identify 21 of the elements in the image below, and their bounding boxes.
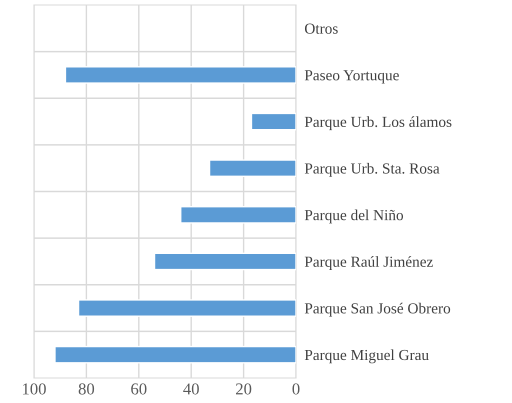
y-tick-label: Parque Raúl Jiménez	[304, 256, 433, 270]
y-tick-label: Paseo Yortuque	[304, 70, 399, 84]
bar	[208, 159, 296, 178]
x-tick-label: 40	[183, 383, 199, 395]
y-tick-label: Parque San José Obrero	[304, 302, 450, 317]
y-tick-label: Parque del Niño	[304, 210, 404, 224]
bar	[54, 346, 296, 364]
y-tick-label: Parque Urb. Los álamos	[304, 116, 452, 130]
bar	[154, 252, 296, 270]
y-tick-label: Otros	[304, 23, 338, 34]
x-tick-label: 100	[22, 383, 46, 395]
x-tick-label: 60	[131, 383, 146, 395]
x-tick-label: 80	[78, 383, 94, 395]
bar	[250, 112, 296, 130]
bar	[180, 206, 296, 224]
y-tick-label: Parque Miguel Grau	[304, 349, 429, 364]
y-tick-label: Parque Urb. Sta. Rosa	[304, 162, 440, 177]
x-tick-label: 20	[236, 383, 252, 395]
bar	[64, 66, 296, 84]
x-tick-label: 0	[292, 383, 300, 395]
bar	[78, 299, 296, 317]
